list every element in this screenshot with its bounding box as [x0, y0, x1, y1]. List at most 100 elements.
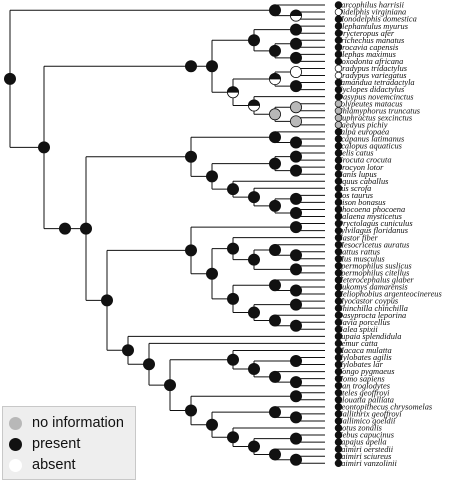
taxon-label: Trichechus manatus [337, 36, 404, 45]
tip-state-dot [334, 8, 343, 16]
absent-swatch-icon [9, 458, 22, 472]
node-state-pie [289, 136, 302, 149]
tip-state-dot [334, 445, 343, 453]
taxon-label: Mesocricetus auratus [336, 240, 409, 249]
tip-state-dot [334, 431, 343, 439]
node-state-pie [289, 319, 302, 332]
node-state-pie [226, 183, 239, 196]
taxon-label: Pan troglodytes [336, 381, 390, 390]
taxon-label: Talpa europaea [337, 128, 389, 137]
tip-state-dot [334, 389, 343, 397]
tip-state-dot [334, 99, 343, 108]
node-state-pie [247, 362, 260, 375]
tip-state-dot [334, 403, 343, 411]
node-state-pie [268, 406, 281, 419]
node-state-pie [289, 284, 302, 297]
node-state-pie [289, 355, 302, 368]
tip-state-dot [334, 135, 343, 143]
node-state-pie [268, 448, 281, 461]
tip-state-dot [334, 212, 343, 221]
taxon-label: Procyon lotor [336, 163, 384, 172]
node-state-pie [289, 206, 302, 219]
node-state-pie [268, 314, 281, 327]
tip-state-dot [334, 417, 343, 425]
tip-state-dot [334, 269, 343, 277]
node-state-pie [80, 222, 93, 235]
tip-state-dot [334, 191, 343, 200]
tip-state-dot [334, 121, 343, 129]
node-state-pie [226, 86, 240, 99]
node-state-pie [247, 306, 260, 319]
node-state-pie [289, 80, 302, 93]
tip-state-dot [334, 1, 343, 9]
tip-state-dot [334, 325, 343, 334]
taxon-label: Scalopus aquaticus [337, 142, 402, 151]
taxon-label: Pongo pygmaeus [336, 367, 394, 376]
taxon-label: Tolypeutes matacus [337, 99, 403, 108]
tip-state-dot [334, 92, 343, 101]
node-state-pie [289, 432, 302, 445]
node-state-pie [289, 150, 302, 163]
taxon-label: Heterocephalus glaber [336, 276, 414, 285]
taxon-label: Hylobates lar [336, 360, 384, 369]
node-state-pie [289, 376, 302, 389]
legend-label: no information [32, 415, 124, 431]
taxon-label: Fukomys damarensis [336, 283, 408, 292]
node-state-pie [268, 4, 281, 17]
taxon-label: Bos taurus [337, 191, 373, 200]
node-state-pie [289, 37, 302, 50]
taxon-label: Rattus rattus [336, 247, 380, 256]
taxon-label: Ateles geoffroyi [336, 388, 390, 397]
taxon-label: Leontopithecus chrysomelas [336, 402, 432, 411]
taxon-label: Spermophilus citellus [337, 269, 409, 278]
node-state-pie [268, 73, 282, 86]
tip-state-dot [334, 205, 343, 214]
node-state-pie [289, 9, 303, 22]
taxon-label: Galea spixii [337, 325, 378, 334]
taxon-label: Saimiri vanzolinii [337, 459, 397, 468]
tip-state-dot [334, 106, 343, 115]
node-state-pie [184, 404, 197, 417]
present-swatch-icon [9, 437, 22, 451]
taxon-label: Chinchilla chinchilla [337, 304, 408, 313]
taxon-label: Sylvilagus floridanus [337, 226, 408, 235]
tip-state-dot [334, 85, 343, 94]
node-state-pie [205, 60, 218, 73]
taxon-label: Dasypus novemcinctus [336, 92, 414, 101]
taxon-label: Saimiri oerstedii [337, 445, 394, 454]
node-state-pie [268, 279, 281, 292]
node-state-pie [205, 170, 218, 183]
legend: no information present absent [2, 406, 136, 480]
tip-state-dot [334, 36, 343, 44]
node-state-pie [289, 249, 302, 262]
node-state-pie [247, 440, 260, 453]
tip-state-dot [334, 29, 343, 37]
node-state-pie [289, 453, 302, 466]
node-state-pie [268, 370, 281, 383]
node-state-pie [289, 115, 302, 128]
taxon-label: Hylobates agilis [336, 353, 392, 362]
tip-state-dot [334, 424, 343, 432]
node-state-pie [59, 222, 72, 235]
node-state-pie [268, 131, 281, 144]
taxon-label: Cavia porcellus [337, 318, 390, 327]
taxon-label: Balaena mysticetus [337, 212, 402, 221]
taxon-label: Phocoena phocoena [336, 205, 405, 214]
node-state-pie [289, 192, 302, 205]
node-state-pie [4, 72, 16, 85]
tip-state-dot [334, 311, 343, 319]
tip-state-dot [334, 276, 343, 284]
tip-state-dot [334, 290, 343, 298]
node-state-pie [289, 411, 302, 424]
tip-state-dot [334, 170, 343, 178]
tip-state-dot [334, 128, 343, 136]
node-state-pie [268, 243, 281, 256]
node-state-pie [289, 263, 302, 276]
node-state-pie [38, 141, 51, 154]
taxon-label: Heliophobius argenteocinereus [336, 290, 442, 299]
node-state-pie [184, 244, 197, 257]
tip-state-dot [334, 374, 343, 383]
taxon-label: Tupaia splendidula [337, 332, 401, 341]
taxon-label: Sarcophilus harrisii [337, 1, 405, 10]
ancestral-state-pies [4, 4, 303, 466]
